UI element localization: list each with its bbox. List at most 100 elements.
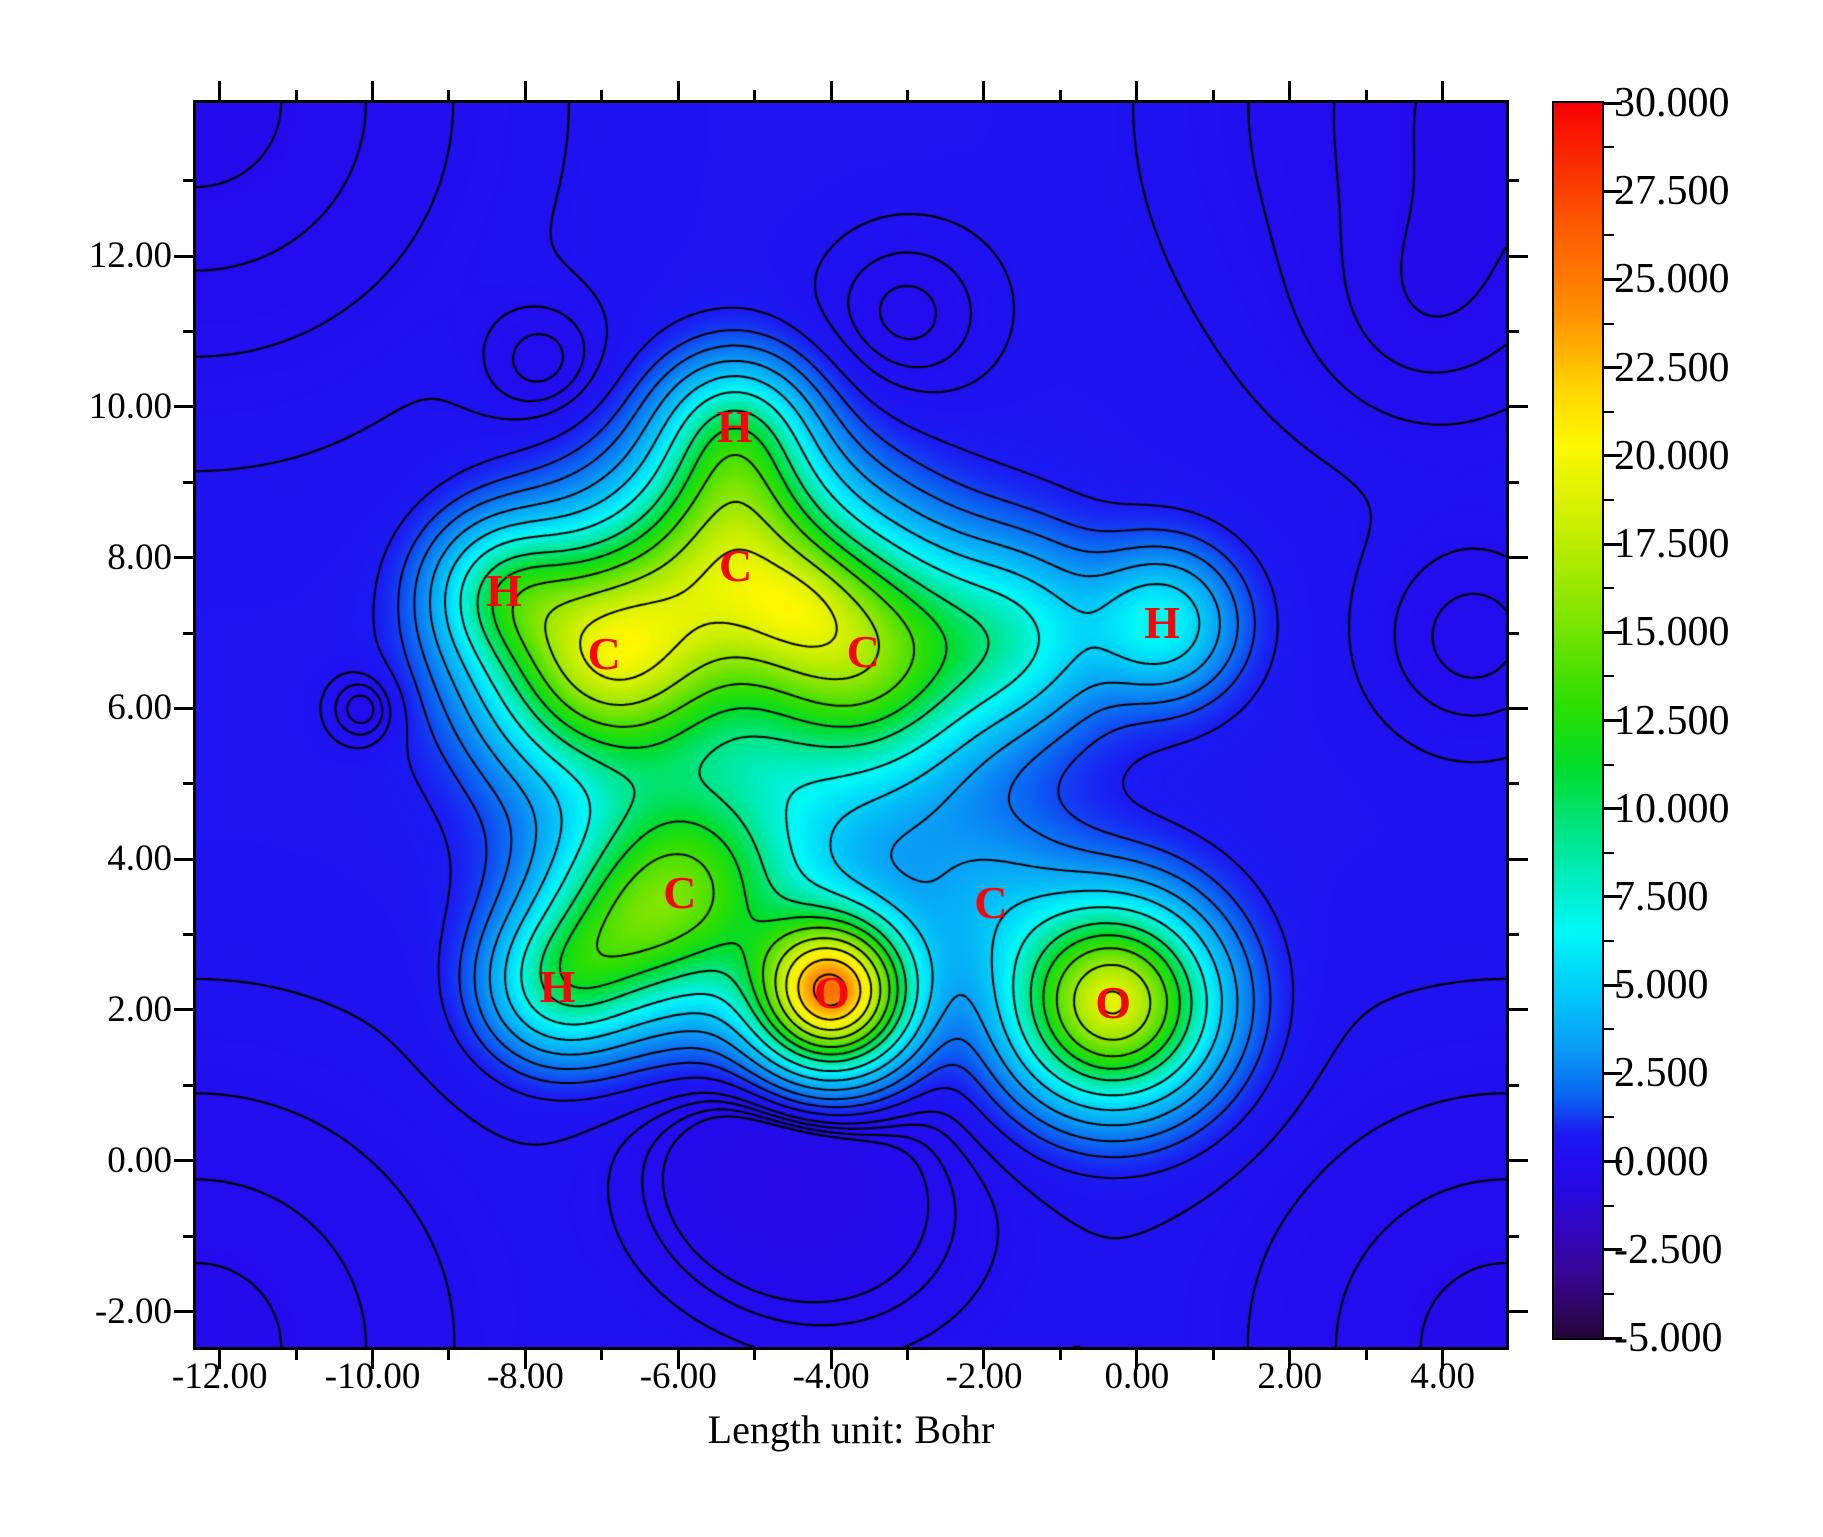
y-major-tick [174,857,196,861]
x-minor-tick [906,1347,910,1360]
x-minor-tick [294,90,298,103]
y-major-tick [1506,254,1528,258]
atom-label-H: H [486,564,522,616]
colorbar-major-tick [1602,983,1622,987]
y-minor-tick [183,480,196,484]
y-tick-label: 4.00 [107,838,172,880]
y-minor-tick [183,782,196,786]
y-major-tick [174,1159,196,1163]
colorbar-major-tick [1602,1160,1622,1164]
y-minor-tick [183,933,196,937]
colorbar-major-tick [1602,542,1622,546]
colorbar-minor-tick [1602,675,1614,678]
colorbar-minor-tick [1602,410,1614,413]
colorbar-minor-tick [1602,146,1614,149]
atom-label-C: C [974,876,1008,928]
y-major-tick [174,556,196,560]
colorbar-major-tick [1602,101,1622,105]
y-tick-label: 2.00 [107,988,172,1030]
x-tick-label: -8.00 [486,1356,564,1397]
atom-label-H: H [539,960,576,1012]
y-minor-tick [1506,329,1519,333]
x-major-tick [982,81,986,103]
y-tick-label: 0.00 [107,1139,172,1181]
y-minor-tick [1506,480,1519,484]
colorbar-tick-label: 17.500 [1614,521,1730,568]
y-minor-tick [183,1234,196,1238]
y-minor-tick [1506,782,1519,786]
x-axis-title: Length unit: Bohr [707,1407,995,1452]
contour-plot: H C C H C H C C O O H [193,100,1509,1350]
x-tick-label: 0.00 [1104,1356,1170,1397]
colorbar-tick-label: 30.000 [1614,80,1730,126]
colorbar-minor-tick [1602,1292,1614,1295]
x-major-tick [676,1347,680,1369]
x-major-tick [1288,81,1292,103]
y-minor-tick [1506,179,1519,183]
colorbar-minor-tick [1602,851,1614,854]
x-major-tick [1288,1347,1292,1369]
y-major-tick [1506,1159,1528,1163]
colorbar-minor-tick [1602,587,1614,590]
x-minor-tick [753,1347,757,1360]
colorbar-minor-tick [1602,498,1614,501]
colorbar-major-tick [1602,1071,1622,1075]
x-major-tick [523,81,527,103]
y-major-tick [174,706,196,710]
x-major-tick [1135,81,1139,103]
x-major-tick [829,81,833,103]
x-minor-tick [1058,1347,1062,1360]
x-major-tick [829,1347,833,1369]
y-minor-tick [183,1083,196,1087]
colorbar-tick-label: 27.500 [1614,168,1730,215]
colorbar-major-tick [1602,895,1622,899]
y-tick-label: 12.00 [88,235,172,277]
colorbar-minor-tick [1602,234,1614,237]
colorbar-major-tick [1602,277,1622,281]
y-minor-tick [1506,1083,1519,1087]
y-major-tick [174,254,196,258]
x-minor-tick [1364,1347,1368,1360]
colorbar-major-tick [1602,454,1622,458]
y-tick-label: 8.00 [107,536,172,578]
x-minor-tick [600,1347,604,1360]
y-major-tick [174,1310,196,1314]
x-tick-label: -4.00 [792,1356,870,1397]
colorbar-major-tick [1602,807,1622,811]
x-minor-tick [753,90,757,103]
x-major-tick [523,1347,527,1369]
y-major-tick [1506,857,1528,861]
x-minor-tick [1364,90,1368,103]
y-minor-tick [1506,933,1519,937]
colorbar-tick-label: 2.500 [1614,1050,1709,1097]
atom-label-H: H [716,401,753,453]
x-tick-label: -12.00 [171,1356,268,1397]
colorbar-minor-tick [1602,1204,1614,1207]
colorbar-tick-label: 0.000 [1614,1138,1709,1185]
x-major-tick [1135,1347,1139,1369]
x-major-tick [218,81,222,103]
colorbar-gradient [1554,103,1602,1338]
x-minor-tick [600,90,604,103]
y-minor-tick [183,329,196,333]
atom-label-C: C [846,625,880,677]
x-minor-tick [447,90,451,103]
y-minor-tick [183,631,196,635]
atom-label-O: O [1095,977,1132,1029]
colorbar [1552,101,1604,1340]
x-tick-label: -10.00 [324,1356,421,1397]
atom-label-C: C [718,539,753,591]
colorbar-tick-label: -2.500 [1614,1226,1723,1273]
y-minor-tick [1506,1234,1519,1238]
colorbar-tick-label: -5.000 [1614,1315,1723,1361]
atom-label-O: O [814,966,850,1018]
y-major-tick [1506,405,1528,409]
x-tick-label: -2.00 [945,1356,1023,1397]
y-tick-label: -2.00 [94,1290,172,1332]
atom-label-C: C [663,867,697,919]
colorbar-tick-label: 7.500 [1614,873,1709,920]
colorbar-tick-label: 10.000 [1614,785,1730,832]
x-minor-tick [294,1347,298,1360]
y-tick-label: 10.00 [88,385,172,427]
colorbar-tick-label: 22.500 [1614,344,1730,391]
